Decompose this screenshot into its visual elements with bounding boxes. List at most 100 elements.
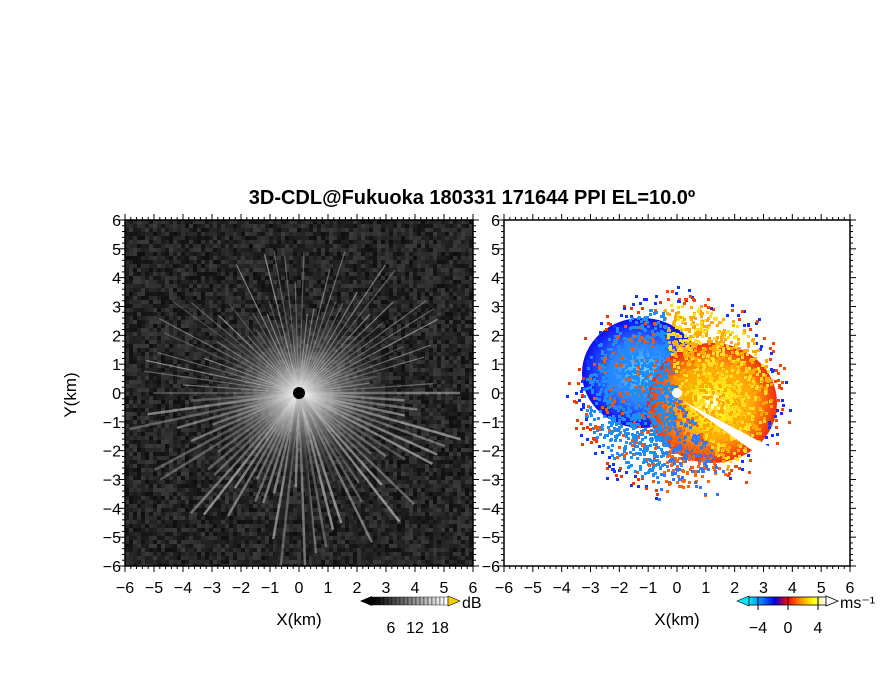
y-tick-label: 0 (112, 386, 121, 403)
velocity-colorbar-cell (780, 597, 782, 605)
velocity-colorbar-cell (764, 597, 766, 605)
velocity-colorbar-cell (811, 597, 813, 605)
velocity-field (566, 286, 792, 501)
velocity-colorbar-cell (768, 597, 770, 605)
velocity-colorbar-high-arrow (825, 595, 840, 607)
velocity-colorbar-cell (772, 597, 774, 605)
echo-colorbar-cell (435, 596, 441, 606)
velocity-colorbar-cell (821, 597, 823, 605)
echo-colorbar-cell (403, 596, 409, 606)
echo-colorbar-cell (427, 596, 433, 606)
axes: −6 −5 −4 −3 −2 −1 0 1 2 3 4 5 6 6 5 4 3 2 1 0 −1 −2 −3 −4 −5 −6 −6… (103, 213, 856, 597)
radar-center-marker (293, 387, 305, 399)
velocity-colorbar-cell (791, 597, 793, 605)
velocity-colorbar-cell (818, 597, 820, 605)
velocity-colorbar-cell (820, 597, 822, 605)
velocity-colorbar-cell (761, 597, 763, 605)
echo-colorbar-cell (439, 596, 445, 606)
x-tick-label: 0 (295, 580, 304, 597)
echo-colorbar-cell (423, 596, 429, 606)
echo-colorbar-cell (431, 596, 437, 606)
velocity-colorbar-cell (793, 597, 795, 605)
velocity-colorbar-cell (789, 597, 791, 605)
echo-panel (124, 219, 474, 567)
echo-colorbar-cell (419, 596, 425, 606)
velocity-colorbar-cell (783, 597, 785, 605)
velocity-colorbar-cell (786, 597, 788, 605)
x-tick-label: 6 (846, 580, 855, 597)
y-tick-label: 0 (491, 386, 500, 403)
y-tick-label: 4 (491, 271, 500, 288)
velocity-colorbar-cell (763, 597, 765, 605)
echo-colorbar-tick: 12 (406, 620, 424, 637)
velocity-colorbar-cell (771, 597, 773, 605)
velocity-colorbar-cell (776, 597, 778, 605)
velocity-colorbar-cell (765, 597, 767, 605)
velocity-colorbar-cell (784, 597, 786, 605)
velocity-colorbar-cell (755, 597, 757, 605)
velocity-colorbar-cell (751, 597, 753, 605)
x-tick-label: −2 (232, 580, 250, 597)
y-axis-label: Y(km) (61, 372, 80, 417)
velocity-colorbar-cell (794, 597, 796, 605)
x-tick-label: 5 (817, 580, 826, 597)
velocity-colorbar-cell (816, 597, 818, 605)
x-tick-label: −1 (639, 580, 657, 597)
echo-colorbar-cell (443, 596, 449, 606)
velocity-colorbar-cell (785, 597, 787, 605)
y-tick-label: −3 (103, 473, 121, 490)
x-tick-label: −4 (553, 580, 571, 597)
velocity-colorbar-cell (749, 597, 751, 605)
y-tick-label: −4 (103, 501, 121, 518)
velocity-colorbar-cell (810, 597, 812, 605)
velocity-colorbar-cell (774, 597, 776, 605)
velocity-colorbar-cell (795, 597, 797, 605)
velocity-colorbar-cell (808, 597, 810, 605)
velocity-colorbar-cell (812, 597, 814, 605)
velocity-colorbar-cell (804, 597, 806, 605)
echo-colorbar-cell (395, 596, 401, 606)
velocity-colorbar-tick: −4 (749, 620, 767, 637)
velocity-colorbar-cell (767, 597, 769, 605)
velocity-colorbar-cell (777, 597, 779, 605)
velocity-colorbar-tick: 4 (814, 620, 823, 637)
velocity-colorbar-cell (758, 597, 760, 605)
y-tick-label: 4 (112, 271, 121, 288)
velocity-colorbar-cell (805, 597, 807, 605)
velocity-colorbar-low-arrow (736, 595, 750, 607)
velocity-colorbar-cell (801, 597, 803, 605)
velocity-panel (503, 219, 851, 567)
velocity-colorbar-cell (769, 597, 771, 605)
y-tick-label: −3 (482, 473, 500, 490)
echo-colorbar-cell (371, 596, 377, 606)
velocity-colorbar-cell (781, 597, 783, 605)
velocity-colorbar-cell (760, 597, 762, 605)
velocity-colorbar-unit: ms⁻¹ (840, 595, 875, 612)
x-tick-label: 1 (701, 580, 710, 597)
velocity-colorbar-cell (798, 597, 800, 605)
y-tick-label: −2 (103, 444, 121, 461)
velocity-colorbar-cell (753, 597, 755, 605)
velocity-colorbar-cell (800, 597, 802, 605)
left-x-axis-label: X(km) (276, 610, 321, 629)
x-tick-label: −6 (495, 580, 513, 597)
y-tick-label: 5 (112, 242, 121, 259)
x-tick-label: −4 (174, 580, 192, 597)
x-tick-label: 2 (730, 580, 739, 597)
y-tick-label: −6 (482, 559, 500, 576)
velocity-colorbar-cell (754, 597, 756, 605)
velocity-colorbar-cell (822, 597, 824, 605)
velocity-colorbar-cell (773, 597, 775, 605)
velocity-colorbar-cell (815, 597, 817, 605)
velocity-colorbar-cell (779, 597, 781, 605)
y-tick-label: −6 (103, 559, 121, 576)
y-tick-label: 1 (491, 357, 500, 374)
y-tick-label: −2 (482, 444, 500, 461)
velocity-colorbar-cell (807, 597, 809, 605)
x-tick-label: −2 (610, 580, 628, 597)
velocity-colorbar: ms⁻¹ −4 0 4 (736, 595, 875, 637)
echo-colorbar-tick: 18 (431, 620, 449, 637)
velocity-colorbar-cell (802, 597, 804, 605)
right-x-axis-label: X(km) (654, 610, 699, 629)
